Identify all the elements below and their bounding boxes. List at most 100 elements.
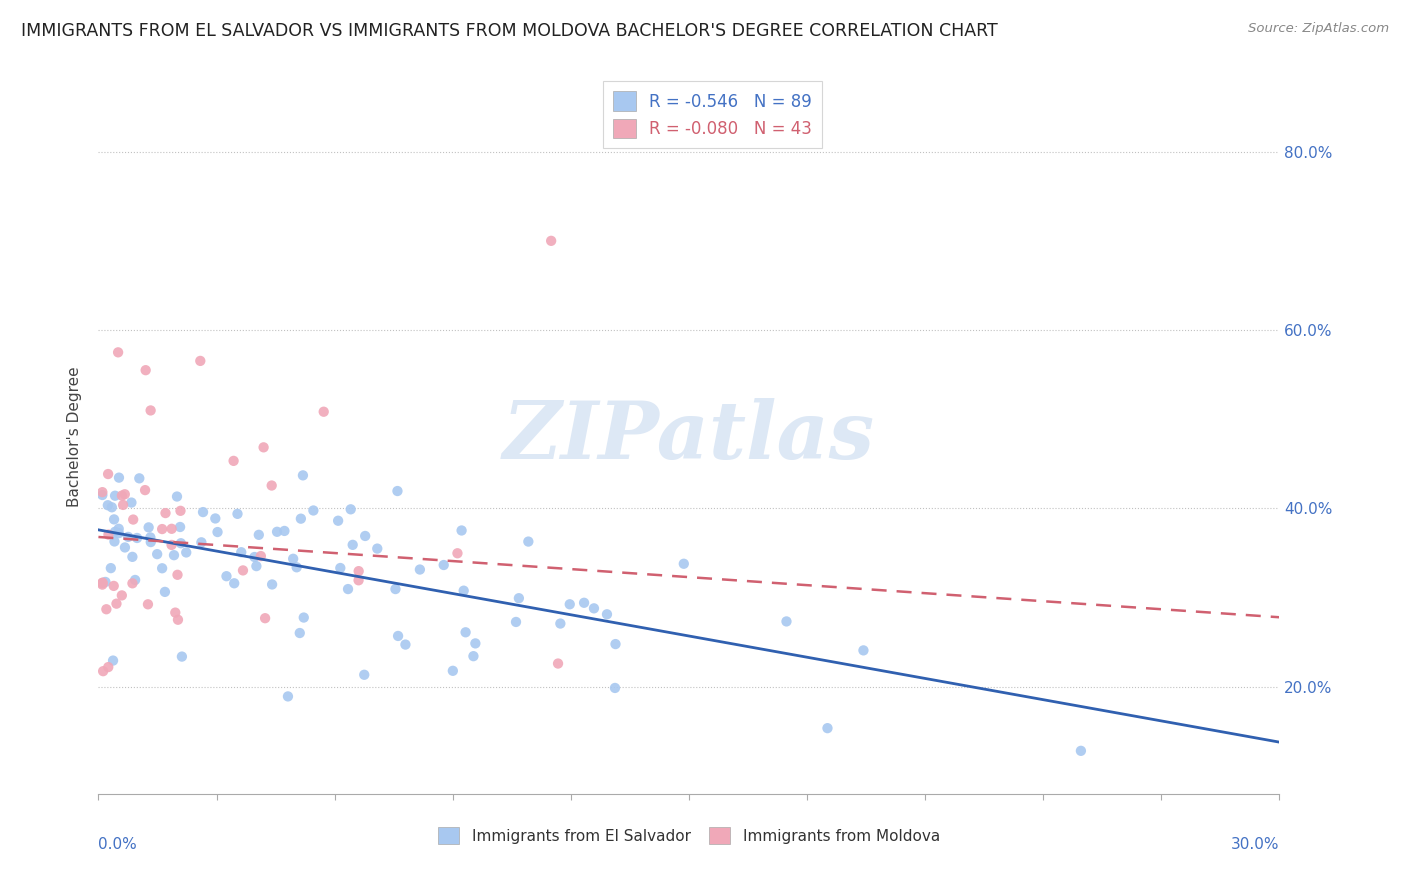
Point	[97, 660, 120, 674]
Point	[165, 606, 187, 620]
Point	[596, 607, 619, 622]
Point	[508, 591, 530, 606]
Point	[215, 569, 238, 583]
Point	[672, 557, 695, 571]
Point	[169, 504, 191, 518]
Point	[103, 579, 125, 593]
Point	[108, 526, 131, 541]
Point	[111, 489, 134, 503]
Point	[817, 721, 839, 735]
Point	[312, 405, 335, 419]
Point	[101, 500, 124, 515]
Legend: Immigrants from El Salvador, Immigrants from Moldova: Immigrants from El Salvador, Immigrants …	[432, 821, 946, 850]
Point	[232, 563, 254, 577]
Point	[160, 538, 183, 552]
Point	[283, 551, 305, 566]
Point	[191, 505, 214, 519]
Point	[288, 626, 311, 640]
Point	[97, 467, 120, 481]
Point	[224, 576, 246, 591]
Point	[550, 616, 572, 631]
Point	[347, 574, 370, 588]
Point	[262, 577, 284, 591]
Y-axis label: Bachelor's Degree: Bachelor's Degree	[67, 367, 83, 508]
Point	[150, 522, 173, 536]
Point	[160, 522, 183, 536]
Point	[136, 597, 159, 611]
Point	[441, 664, 464, 678]
Point	[433, 558, 456, 572]
Point	[122, 512, 145, 526]
Point	[277, 690, 299, 704]
Point	[103, 534, 125, 549]
Point	[572, 596, 595, 610]
Point	[128, 471, 150, 485]
Point	[167, 613, 190, 627]
Point	[125, 531, 148, 545]
Point	[134, 483, 156, 497]
Point	[329, 561, 352, 575]
Point	[291, 468, 314, 483]
Point	[387, 629, 409, 643]
Point	[254, 611, 277, 625]
Point	[347, 564, 370, 578]
Point	[250, 549, 273, 563]
Point	[101, 654, 124, 668]
Point	[174, 545, 197, 559]
Point	[547, 657, 569, 671]
Point	[353, 667, 375, 681]
Point	[91, 488, 114, 502]
Point	[366, 541, 388, 556]
Point	[505, 615, 527, 629]
Point	[108, 470, 131, 484]
Point	[163, 548, 186, 562]
Point	[453, 583, 475, 598]
Point	[170, 649, 193, 664]
Point	[243, 549, 266, 564]
Text: IMMIGRANTS FROM EL SALVADOR VS IMMIGRANTS FROM MOLDOVA BACHELOR'S DEGREE CORRELA: IMMIGRANTS FROM EL SALVADOR VS IMMIGRANT…	[21, 22, 998, 40]
Point	[121, 549, 143, 564]
Point	[245, 559, 267, 574]
Point	[114, 541, 136, 555]
Point	[517, 534, 540, 549]
Point	[292, 610, 315, 624]
Point	[150, 561, 173, 575]
Point	[226, 507, 249, 521]
Point	[188, 354, 211, 368]
Point	[326, 514, 349, 528]
Point	[97, 527, 120, 541]
Point	[139, 535, 162, 549]
Text: 30.0%: 30.0%	[1232, 837, 1279, 852]
Point	[117, 530, 139, 544]
Point	[166, 490, 188, 504]
Point	[290, 511, 312, 525]
Point	[94, 574, 117, 589]
Point	[252, 441, 274, 455]
Point	[139, 530, 162, 544]
Point	[852, 643, 875, 657]
Point	[114, 487, 136, 501]
Point	[285, 560, 308, 574]
Point	[302, 503, 325, 517]
Point	[204, 511, 226, 525]
Point	[409, 562, 432, 576]
Point	[463, 649, 485, 664]
Point	[1070, 744, 1092, 758]
Point	[207, 524, 229, 539]
Point	[342, 538, 364, 552]
Point	[247, 528, 270, 542]
Point	[112, 498, 135, 512]
Text: Source: ZipAtlas.com: Source: ZipAtlas.com	[1249, 22, 1389, 36]
Point	[190, 535, 212, 549]
Point	[582, 601, 605, 615]
Point	[339, 502, 361, 516]
Point	[124, 573, 146, 587]
Text: 0.0%: 0.0%	[98, 837, 138, 852]
Point	[337, 582, 360, 596]
Point	[222, 454, 245, 468]
Point	[231, 545, 253, 559]
Point	[384, 582, 406, 596]
Point	[104, 524, 127, 539]
Point	[166, 567, 188, 582]
Text: ZIPatlas: ZIPatlas	[503, 399, 875, 475]
